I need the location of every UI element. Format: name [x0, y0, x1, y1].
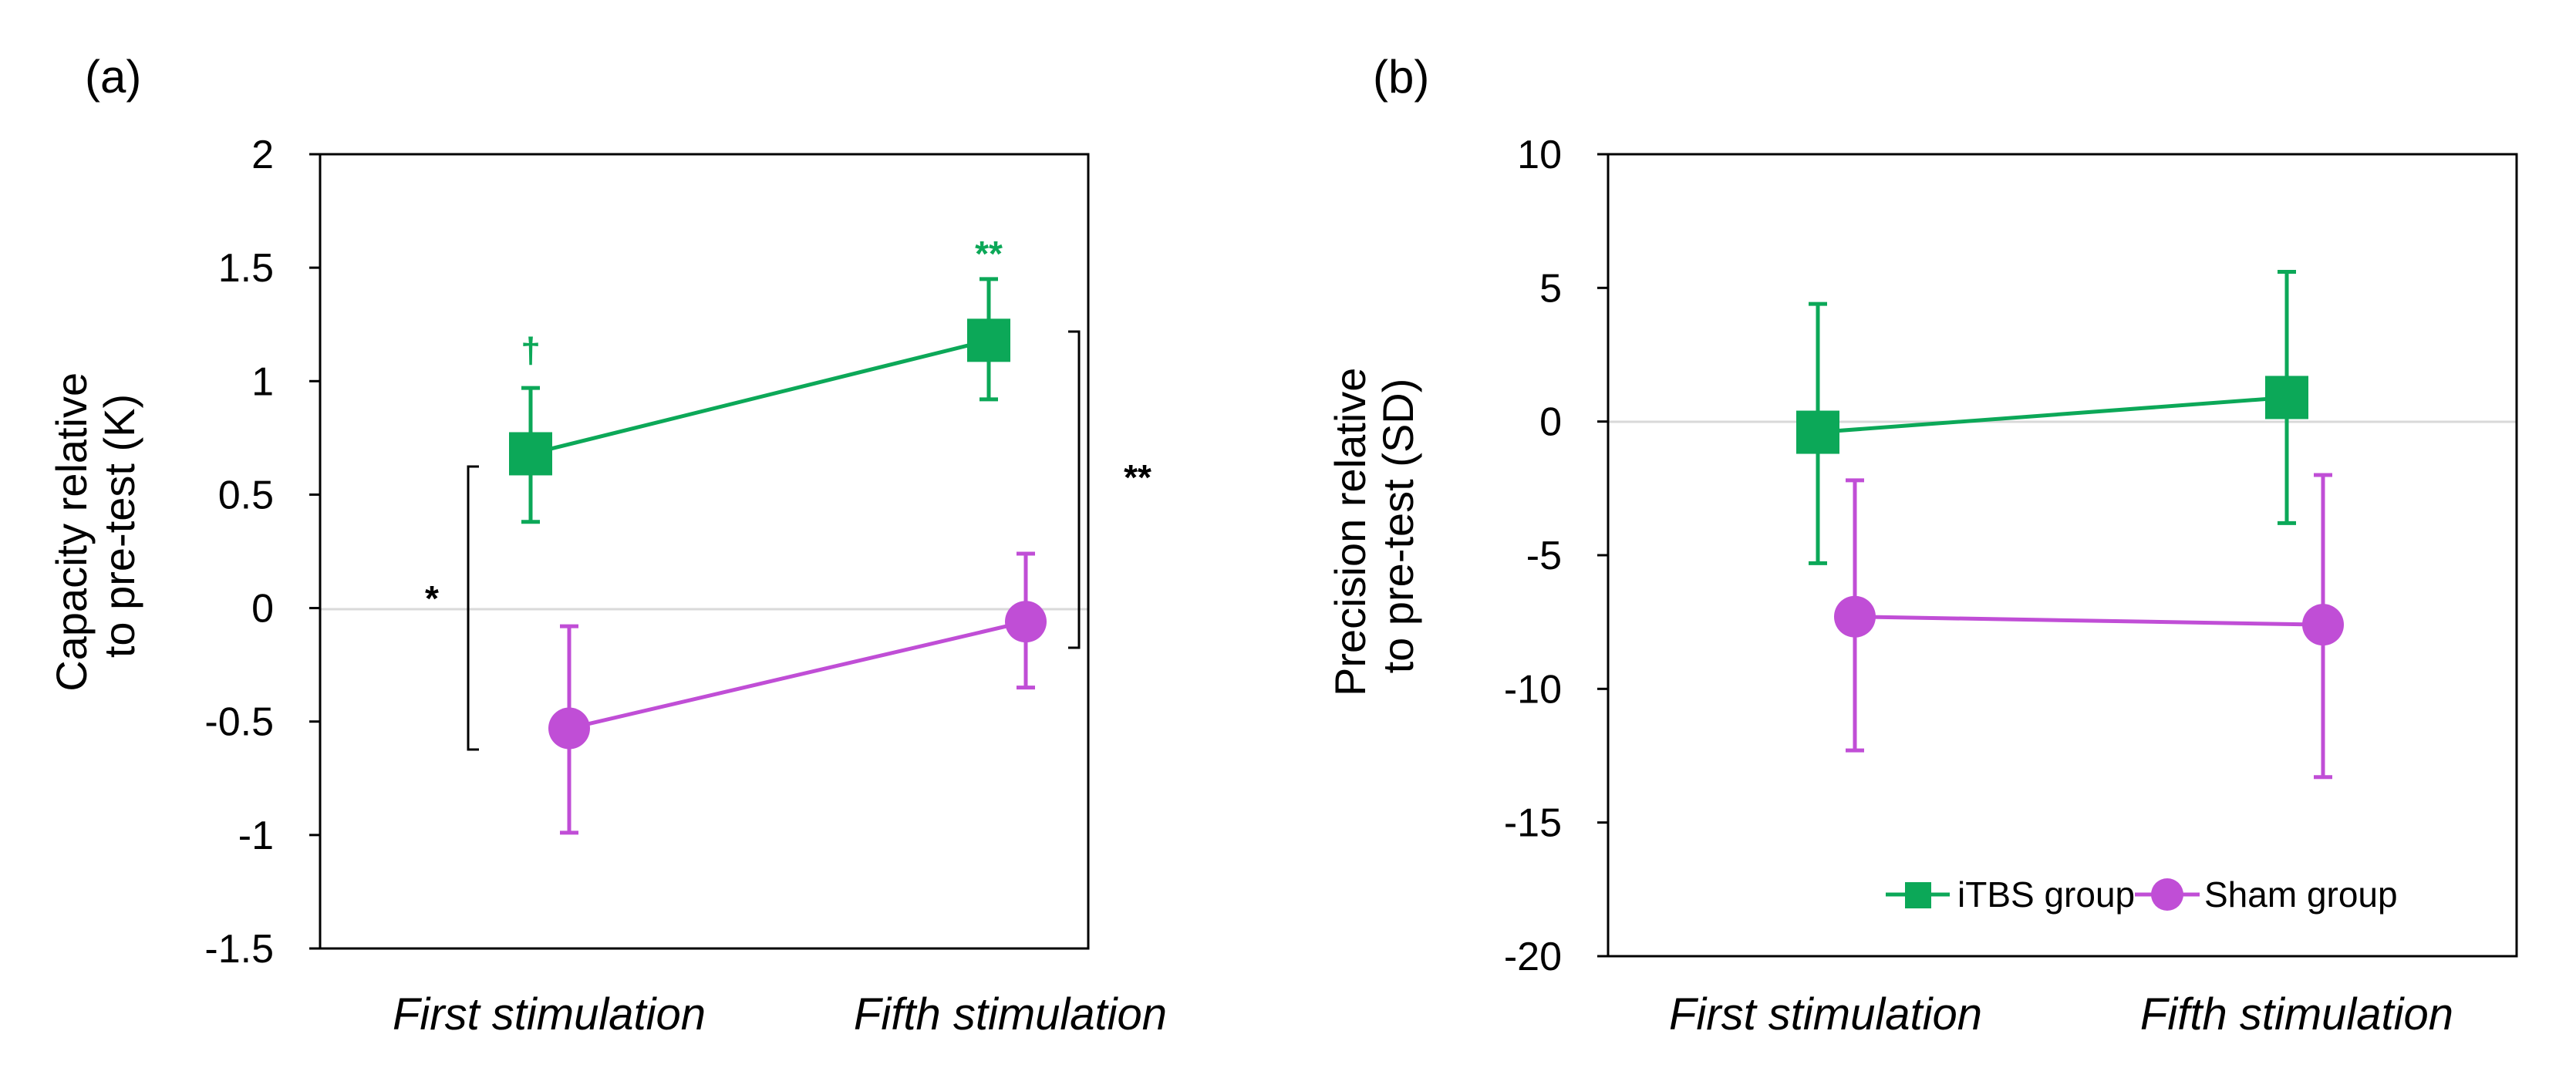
panel-b-y-tick-label: 10: [1517, 133, 1562, 177]
panel-b-y-tick-label: 5: [1539, 266, 1562, 311]
panel-a-itbs-point-fifth: [967, 318, 1010, 362]
panel-b-y-tick-labels: 10 5 0 -5 -10 -15 -20: [1504, 133, 1562, 979]
legend-sham: Sham group: [2135, 874, 2398, 915]
panel-a-y-tick-label: 1: [251, 359, 274, 404]
legend-itbs: iTBS group: [1886, 874, 2135, 915]
panel-a-ylabel-line2: to pre-test (K): [95, 394, 143, 658]
panel-a-first-bracket-star: *: [425, 578, 439, 618]
panel-a-sham-series: [548, 551, 1047, 835]
legend-sham-marker: [2151, 878, 2183, 911]
panel-a-label: (a): [85, 51, 141, 103]
panel-a-y-tick-label: 0: [251, 587, 274, 632]
panel-b-ylabel-line1: Precision relative: [1326, 368, 1374, 696]
panel-a-category-first: First stimulation: [393, 989, 706, 1039]
panel-a-fifth-bracket-stars: **: [1124, 457, 1151, 497]
legend: iTBS group Sham group: [1886, 874, 2398, 915]
panel-a-y-ticks: [309, 153, 320, 950]
panel-b-category-fifth: Fifth stimulation: [2140, 989, 2453, 1039]
panel-a-y-tick-labels: 2 1.5 1 0.5 0 -0.5 -1 -1.5: [204, 133, 274, 972]
panel-b-itbs-line: [1817, 395, 2288, 435]
panel-a-dagger-annotation: †: [521, 330, 541, 370]
panel-a-fifth-bracket: [1068, 330, 1081, 649]
panel-b-itbs-point-first: [1796, 410, 1839, 454]
panel-b-itbs-point-fifth: [2265, 376, 2308, 419]
legend-itbs-marker: [1905, 882, 1931, 908]
panel-a-itbs-line: [530, 338, 990, 456]
panel-a: (a) Capacity relative to pre-test (K) 2 1…: [47, 51, 1167, 1039]
panel-b-y-tick-label: -20: [1504, 935, 1562, 979]
panel-b-ylabel: Precision relative to pre-test (SD): [1326, 355, 1422, 696]
panel-a-itbs-series: [509, 277, 1010, 524]
panel-b-label: (b): [1373, 51, 1429, 103]
panel-a-first-bracket: [467, 465, 479, 751]
panel-b-sham-line: [1854, 615, 2324, 627]
legend-itbs-label: iTBS group: [1957, 874, 2135, 915]
panel-b-category-first: First stimulation: [1669, 989, 1982, 1039]
legend-sham-label: Sham group: [2204, 874, 2398, 915]
panel-b-sham-point-fifth: [2302, 604, 2344, 646]
panel-a-y-tick-label: 0.5: [218, 473, 274, 517]
panel-b-y-tick-label: -15: [1504, 801, 1562, 846]
panel-b-itbs-series: [1796, 270, 2308, 565]
panel-b: (b) Precision relative to pre-test (SD) …: [1326, 51, 2518, 1039]
panel-a-itbs-fifth-stars: **: [975, 234, 1003, 274]
panel-a-y-tick-label: -1: [238, 814, 274, 858]
panel-b-y-tick-label: -5: [1526, 534, 1562, 578]
panel-b-sham-series: [1834, 473, 2344, 780]
panel-a-sham-point-fifth: [1005, 601, 1047, 643]
panel-a-itbs-point-first: [509, 432, 552, 476]
panel-a-y-tick-label: 1.5: [218, 246, 274, 291]
panel-b-y-ticks: [1597, 153, 1608, 958]
panel-b-sham-point-first: [1834, 595, 1876, 638]
panel-a-sham-line: [568, 619, 1027, 730]
panel-a-y-tick-label: -0.5: [204, 700, 274, 745]
panel-a-ylabel: Capacity relative to pre-test (K): [47, 360, 143, 692]
panel-a-ylabel-line1: Capacity relative: [47, 372, 96, 692]
panel-b-ylabel-line2: to pre-test (SD): [1374, 379, 1422, 674]
panel-a-plot-frame: [319, 153, 1090, 950]
panel-b-plot-frame: [1607, 153, 2518, 958]
panel-a-sham-point-first: [548, 707, 590, 750]
panel-a-y-tick-label: -1.5: [204, 927, 274, 972]
panel-a-category-fifth: Fifth stimulation: [854, 989, 1167, 1039]
panel-a-y-tick-label: 2: [251, 133, 274, 177]
panel-b-y-tick-label: -10: [1504, 667, 1562, 712]
panel-b-y-tick-label: 0: [1539, 400, 1562, 445]
